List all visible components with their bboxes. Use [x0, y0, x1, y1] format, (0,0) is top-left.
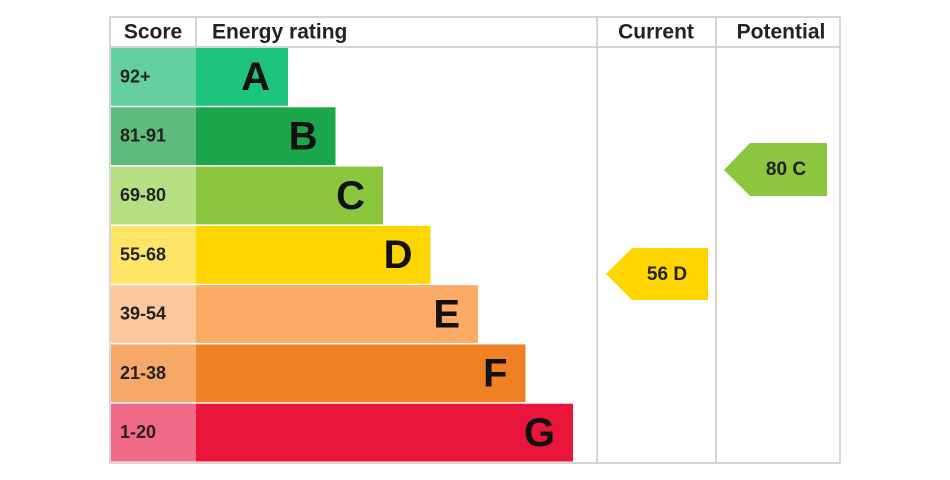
score-range: 69-80 — [120, 185, 166, 205]
score-cell — [111, 166, 196, 225]
header-energy-rating: Energy rating — [212, 21, 347, 44]
score-range: 21-38 — [120, 363, 166, 383]
current-arrow — [606, 248, 708, 300]
header-potential: Potential — [737, 21, 826, 44]
score-cell — [111, 344, 196, 403]
rating-bar — [196, 344, 526, 403]
score-cell — [111, 107, 196, 166]
rating-bar — [196, 166, 383, 225]
score-range: 81-91 — [120, 126, 166, 146]
header-current: Current — [618, 21, 694, 44]
score-range: 1-20 — [120, 422, 156, 442]
header-score: Score — [124, 21, 182, 44]
rating-letter: C — [336, 174, 365, 218]
score-range: 92+ — [120, 66, 151, 86]
frame — [109, 16, 841, 464]
rating-bar — [196, 285, 478, 343]
rating-letter: A — [241, 55, 270, 99]
score-range: 55-68 — [120, 244, 166, 264]
rating-letter: E — [433, 292, 460, 336]
potential-label: 80 C — [766, 159, 806, 180]
score-cell — [111, 225, 196, 284]
bands: 92+ A 81-91 B 69-80 C 55-68 D 39-54 E 21-38 F 1-20 G — [111, 48, 573, 462]
rating-bar — [196, 48, 288, 106]
score-cell — [111, 48, 196, 106]
rating-bar — [196, 107, 336, 166]
rating-bar — [196, 225, 431, 284]
score-cell — [111, 403, 196, 462]
current-label: 56 D — [647, 264, 687, 285]
rating-letter: B — [289, 114, 318, 158]
rating-letter: F — [483, 352, 507, 396]
potential-arrow — [724, 143, 827, 196]
score-range: 39-54 — [120, 304, 166, 324]
rating-bar — [196, 403, 573, 462]
rating-letter: G — [524, 411, 555, 455]
score-cell — [111, 285, 196, 343]
rating-letter: D — [384, 233, 413, 277]
